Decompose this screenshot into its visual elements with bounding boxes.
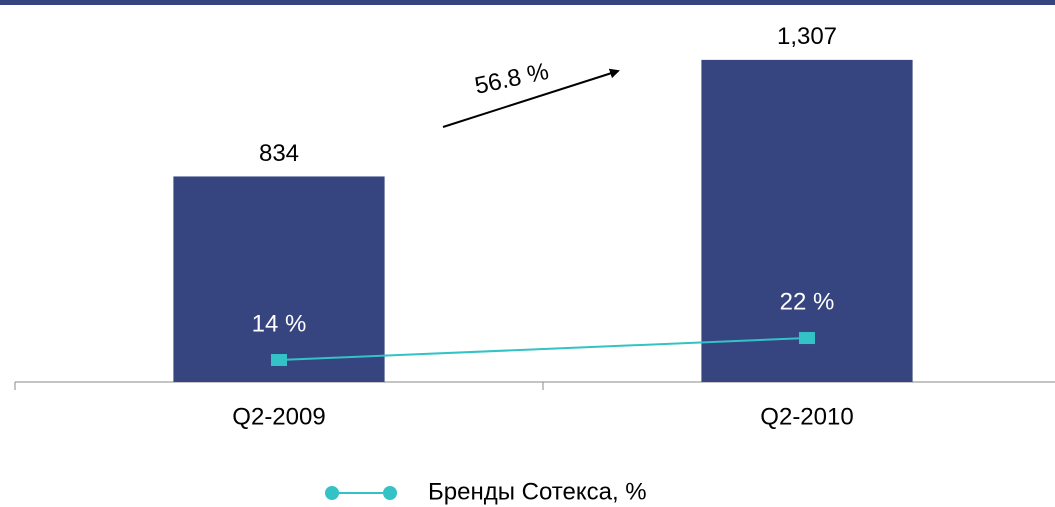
line-value-label: 22 %	[780, 288, 835, 315]
line-value-label: 14 %	[252, 310, 307, 337]
legend-marker	[383, 486, 397, 500]
line	[278, 337, 808, 362]
bar-value-label: 834	[259, 140, 299, 167]
annotation: 56.8 %	[472, 58, 551, 100]
line-marker	[271, 354, 287, 367]
x-tick-label: Q2-2010	[760, 403, 853, 430]
bar-value-label: 1,307	[777, 23, 837, 50]
bar	[173, 176, 385, 382]
top-border	[0, 0, 1055, 5]
legend-marker	[325, 486, 339, 500]
legend-label: Бренды Сотекса, %	[428, 478, 647, 505]
growth-arrow	[442, 68, 620, 128]
bar	[701, 59, 913, 382]
x-tick-label: Q2-2009	[232, 403, 325, 430]
line-marker	[799, 332, 815, 345]
